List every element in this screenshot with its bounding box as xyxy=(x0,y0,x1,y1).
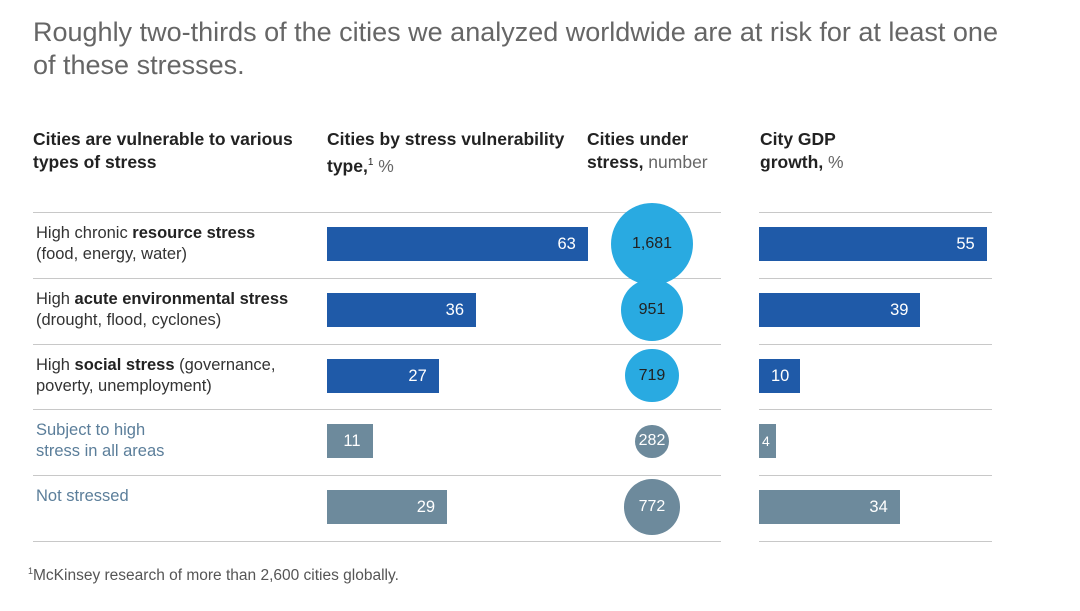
cities-bubble: 772 xyxy=(624,479,680,535)
row-divider xyxy=(33,278,721,279)
row-divider xyxy=(759,475,992,476)
label-detail: (food, energy, water) xyxy=(36,245,188,263)
gdp-bar: 55 xyxy=(759,227,987,261)
header-cities-unit: number xyxy=(643,152,708,172)
label-text: Subject to high stress in all areas xyxy=(36,421,165,461)
label-emphasis: acute environmental stress xyxy=(74,289,289,308)
header-cities: Cities under stress, number xyxy=(587,128,737,174)
label-emphasis: social stress xyxy=(74,355,175,374)
share-bar: 36 xyxy=(327,292,477,327)
gdp-bar: 39 xyxy=(759,292,921,327)
row-divider xyxy=(33,212,721,213)
header-gdp-label: City GDP growth, xyxy=(760,129,836,172)
row-divider xyxy=(759,344,992,345)
header-cities-label: Cities under stress, xyxy=(587,129,689,172)
row-label: High acute environmental stress (drought… xyxy=(36,289,316,331)
footnote-ref: 1 xyxy=(367,157,374,168)
cities-bubble: 951 xyxy=(621,278,683,341)
row-divider xyxy=(759,212,992,213)
footnote-marker: 1 xyxy=(28,566,34,576)
label-emphasis: resource stress xyxy=(132,224,256,242)
row-divider xyxy=(33,475,721,476)
footnote: 1McKinsey research of more than 2,600 ci… xyxy=(28,566,399,585)
label-text: High chronic xyxy=(36,224,133,242)
row-label: Not stressed xyxy=(36,486,316,507)
label-detail: (drought, flood, cyclones) xyxy=(36,310,222,329)
share-bar: 27 xyxy=(327,358,439,393)
share-bar: 63 xyxy=(327,227,588,261)
header-vulnerability: Cities are vulnerable to various types o… xyxy=(33,129,293,172)
cities-bubble: 719 xyxy=(625,348,679,403)
row-divider xyxy=(33,409,721,410)
gdp-bar: 10 xyxy=(759,358,801,393)
header-gdp: City GDP growth, % xyxy=(760,128,880,174)
header-share-label: Cities by stress vulnerability type, xyxy=(327,129,565,176)
label-text: High xyxy=(36,355,75,374)
header-share: Cities by stress vulnerability type,1 % xyxy=(327,128,567,178)
cities-bubble: 282 xyxy=(635,424,669,459)
cities-bubble: 1,681 xyxy=(611,203,693,285)
label-text: High xyxy=(36,289,75,308)
header-gdp-unit: % xyxy=(823,152,844,172)
gdp-bar: 4 xyxy=(759,424,776,459)
share-bar: 29 xyxy=(327,490,448,525)
row-divider xyxy=(759,541,992,542)
row-divider xyxy=(759,409,992,410)
footnote-text: McKinsey research of more than 2,600 cit… xyxy=(33,567,399,585)
label-detail: (governance, poverty, unemployment) xyxy=(36,355,276,395)
row-divider xyxy=(33,344,721,345)
gdp-bar: 34 xyxy=(759,490,900,525)
header-share-unit: % xyxy=(373,155,394,176)
row-divider xyxy=(759,278,992,279)
chart-title: Roughly two-thirds of the cities we anal… xyxy=(33,17,998,80)
row-label: High chronic resource stress (food, ener… xyxy=(36,223,316,265)
label-text: Not stressed xyxy=(36,487,129,506)
share-bar: 11 xyxy=(327,424,373,459)
row-label: High social stress (governance, poverty,… xyxy=(36,355,316,397)
row-label: Subject to high stress in all areas xyxy=(36,420,316,462)
row-divider xyxy=(33,541,721,542)
